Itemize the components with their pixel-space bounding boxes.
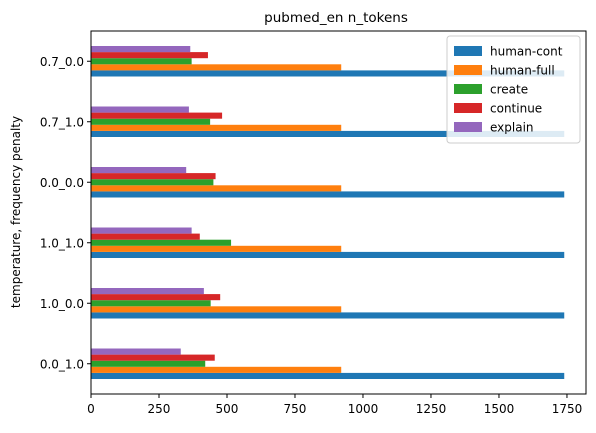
y-axis: 0.0_1.0 1.0_0.0 1.0_1.0 0.0_0.0 0.7_1.0 0.7_0… bbox=[40, 55, 91, 371]
x-tick-label: 1750 bbox=[552, 402, 583, 416]
y-tick-label: 1.0_1.0 bbox=[40, 236, 84, 250]
chart-title: pubmed_en n_tokens bbox=[264, 10, 408, 26]
bar-create-0.0_0.0 bbox=[91, 179, 214, 186]
bar-create-0.0_1.0 bbox=[91, 360, 206, 367]
bar-explain-0.7_1.0 bbox=[91, 106, 189, 113]
bar-human-full-1.0_0.0 bbox=[91, 306, 342, 313]
x-axis: 0 250 500 750 1000 1250 1500 1750 bbox=[87, 394, 582, 416]
y-tick-label: 0.7_1.0 bbox=[40, 115, 84, 129]
legend-swatch-explain bbox=[454, 122, 482, 132]
bar-human-full-0.0_1.0 bbox=[91, 366, 342, 373]
bars-group bbox=[91, 46, 565, 379]
y-tick-label: 1.0_0.0 bbox=[40, 297, 84, 311]
legend-swatch-human-full bbox=[454, 65, 482, 75]
bar-continue-1.0_0.0 bbox=[91, 294, 221, 301]
bar-human-full-0.7_0.0 bbox=[91, 64, 342, 71]
legend-label-human-full: human-full bbox=[490, 64, 555, 78]
x-tick-label: 0 bbox=[87, 402, 95, 416]
y-tick-label: 0.7_0.0 bbox=[40, 55, 84, 69]
legend-swatch-human-cont bbox=[454, 46, 482, 56]
bar-continue-0.7_1.0 bbox=[91, 112, 223, 119]
bar-explain-1.0_1.0 bbox=[91, 227, 192, 234]
bar-continue-0.0_1.0 bbox=[91, 354, 215, 361]
x-tick-label: 500 bbox=[216, 402, 239, 416]
bar-human-cont-1.0_0.0 bbox=[91, 312, 565, 319]
bar-explain-0.7_0.0 bbox=[91, 46, 191, 53]
bar-create-1.0_0.0 bbox=[91, 300, 211, 307]
bar-explain-0.0_1.0 bbox=[91, 348, 181, 355]
legend-label-continue: continue bbox=[490, 102, 542, 116]
legend-swatch-continue bbox=[454, 103, 482, 113]
bar-human-full-0.0_0.0 bbox=[91, 185, 342, 192]
bar-human-full-1.0_1.0 bbox=[91, 245, 342, 252]
x-tick-label: 1250 bbox=[416, 402, 447, 416]
bar-explain-0.0_0.0 bbox=[91, 167, 187, 174]
legend-label-create: create bbox=[490, 83, 528, 97]
bar-human-cont-0.7_0.0 bbox=[91, 70, 565, 77]
legend: human-cont human-full create continue explai… bbox=[446, 35, 581, 144]
y-tick-label: 0.0_0.0 bbox=[40, 176, 84, 190]
legend-label-explain: explain bbox=[490, 121, 534, 135]
bar-create-0.7_1.0 bbox=[91, 118, 211, 125]
legend-label-human-cont: human-cont bbox=[490, 45, 563, 59]
bar-create-1.0_1.0 bbox=[91, 239, 232, 246]
x-tick-label: 750 bbox=[284, 402, 307, 416]
bar-human-cont-0.7_1.0 bbox=[91, 130, 565, 137]
x-tick-label: 250 bbox=[148, 402, 171, 416]
legend-box bbox=[446, 35, 581, 144]
x-tick-label: 1000 bbox=[348, 402, 379, 416]
bar-continue-0.7_0.0 bbox=[91, 52, 208, 59]
plot-frame bbox=[90, 30, 587, 395]
bar-human-cont-0.0_0.0 bbox=[91, 191, 565, 198]
bar-human-cont-0.0_1.0 bbox=[91, 372, 565, 379]
bar-continue-1.0_1.0 bbox=[91, 233, 200, 240]
bar-continue-0.0_0.0 bbox=[91, 173, 216, 180]
bar-create-0.7_0.0 bbox=[91, 58, 192, 65]
y-axis-label: temperature, frequency penalty bbox=[9, 116, 23, 308]
legend-swatch-create bbox=[454, 84, 482, 94]
bar-human-cont-1.0_1.0 bbox=[91, 251, 565, 258]
y-tick-label: 0.0_1.0 bbox=[40, 357, 84, 371]
bar-human-full-0.7_1.0 bbox=[91, 124, 342, 131]
x-tick-label: 1500 bbox=[484, 402, 515, 416]
bar-explain-1.0_0.0 bbox=[91, 288, 204, 295]
